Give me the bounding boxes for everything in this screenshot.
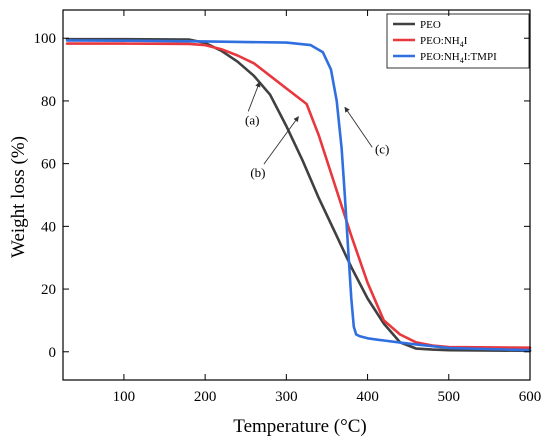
x-tick-label: 100 — [113, 389, 136, 405]
annotation-label: (a) — [245, 112, 259, 127]
y-axis-title: Weight loss (%) — [8, 136, 29, 258]
x-tick-label: 500 — [438, 389, 461, 405]
x-tick-label: 600 — [519, 389, 542, 405]
series-line-2 — [65, 42, 532, 349]
plot-area — [65, 37, 532, 353]
legend-label: PEO — [420, 19, 441, 31]
axes: 100 200 300 400 500 600 0 20 40 60 80 100 — [34, 9, 542, 405]
legend-label: PEO:NH4I:TMPI — [420, 51, 497, 65]
x-tick-label: 200 — [194, 389, 217, 405]
annotations: (a) (b) (c) — [245, 81, 389, 180]
annotation-label: (b) — [250, 165, 265, 180]
y-tick-label: 80 — [41, 94, 56, 110]
y-tick-label: 20 — [41, 282, 56, 298]
y-tick-label: 60 — [41, 157, 56, 173]
annotation-arrow — [344, 106, 373, 148]
annotation-arrow — [247, 81, 261, 112]
series-line-1 — [65, 37, 532, 353]
series-line-3 — [65, 39, 532, 352]
annotation-label: (c) — [375, 141, 389, 156]
y-tick-label: 100 — [34, 31, 57, 47]
plot-frame — [62, 9, 531, 381]
x-axis-title: Temperature (°C) — [233, 416, 366, 437]
x-tick-label: 300 — [275, 389, 298, 405]
legend: PEO PEO:NH4I PEO:NH4I:TMPI — [386, 13, 530, 69]
legend-label: PEO:NH4I — [420, 35, 468, 49]
x-tick-label: 400 — [356, 389, 379, 405]
annotation-arrow — [263, 116, 299, 165]
y-tick-label: 40 — [41, 219, 56, 235]
y-tick-label: 0 — [49, 345, 57, 361]
